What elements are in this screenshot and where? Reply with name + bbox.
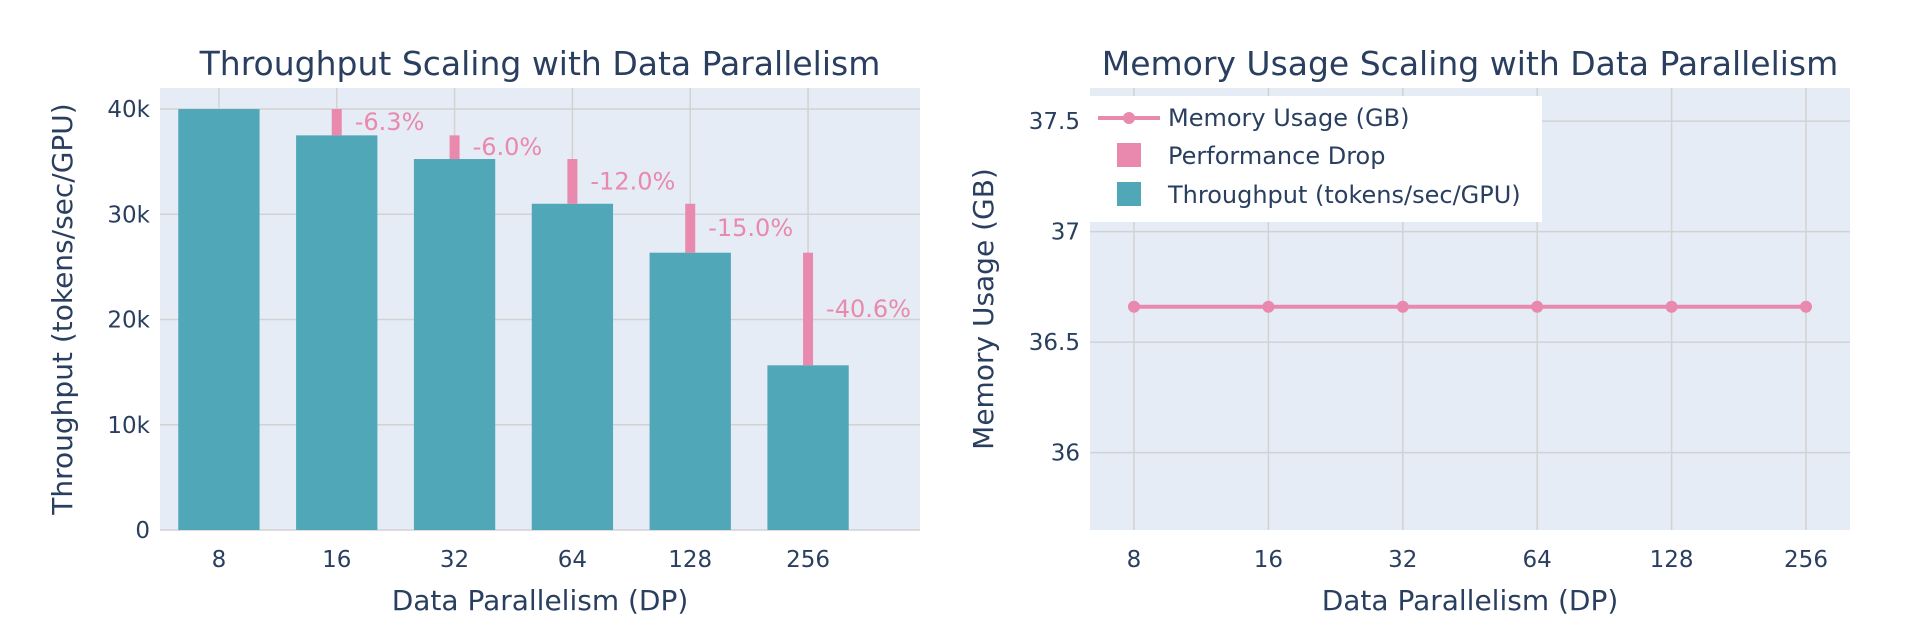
performance-drop-bars: -6.3% -6.0% -12.0% -15.0% -40.6% (331, 108, 911, 366)
throughput-bar (767, 365, 849, 530)
memory-usage-point (1531, 300, 1544, 313)
throughput-x-tick-label: 64 (558, 547, 587, 573)
throughput-bar (296, 135, 378, 530)
throughput-chart: -6.3% -6.0% -12.0% -15.0% -40.6% 8 16 32 64 128 2… (46, 44, 920, 617)
performance-drop-label: -6.3% (355, 108, 425, 136)
throughput-x-tick-label: 128 (668, 547, 712, 573)
memory-x-axis-title: Data Parallelism (DP) (1322, 584, 1619, 617)
performance-drop-bar (803, 252, 814, 366)
performance-drop-label: -12.0% (590, 167, 675, 195)
throughput-bars (178, 109, 849, 531)
throughput-y-tick-label: 30k (107, 202, 150, 228)
legend-entry-drop: Performance Drop (1168, 142, 1385, 170)
memory-y-tick-label: 36 (1051, 441, 1080, 467)
performance-drop-label: -40.6% (826, 295, 911, 323)
memory-x-tick-label: 64 (1523, 547, 1552, 573)
throughput-y-axis-title: Throughput (tokens/sec/GPU) (46, 103, 79, 515)
legend: Memory Usage (GB) Performance Drop Throu… (1090, 96, 1542, 222)
memory-y-tick-label: 37.5 (1029, 109, 1080, 135)
memory-chart-title: Memory Usage Scaling with Data Paralleli… (1102, 44, 1839, 83)
memory-y-tick-label: 36.5 (1029, 330, 1080, 356)
throughput-x-tick-label: 256 (786, 547, 830, 573)
throughput-bar (178, 109, 260, 531)
memory-x-tick-label: 128 (1650, 547, 1694, 573)
legend-drop-swatch-icon (1117, 143, 1141, 167)
throughput-y-tick-label: 20k (107, 308, 150, 334)
throughput-y-tick-label: 10k (107, 413, 150, 439)
throughput-bar (413, 159, 496, 531)
memory-usage-point (1262, 300, 1275, 313)
memory-y-axis-title: Memory Usage (GB) (967, 168, 1000, 450)
throughput-x-tick-label: 16 (322, 547, 351, 573)
memory-usage-point (1396, 300, 1409, 313)
performance-drop-bar (685, 203, 696, 253)
legend-throughput-swatch-icon (1117, 182, 1141, 206)
memory-y-tick-label: 37 (1051, 220, 1080, 246)
memory-usage-point (1128, 300, 1140, 313)
throughput-x-axis-title: Data Parallelism (DP) (392, 584, 689, 617)
throughput-x-tick-label: 32 (440, 547, 469, 573)
throughput-x-tick-label: 8 (212, 547, 227, 573)
memory-line (1128, 300, 1812, 313)
performance-drop-label: -6.0% (473, 133, 543, 161)
memory-x-tick-label: 256 (1784, 547, 1828, 573)
memory-usage-point (1665, 300, 1678, 313)
throughput-bar (531, 203, 614, 530)
performance-drop-bar (331, 109, 342, 136)
performance-drop-label: -15.0% (708, 214, 793, 242)
throughput-y-tick-label: 40k (107, 97, 150, 123)
throughput-y-tick-label: 0 (135, 518, 150, 544)
memory-usage-point (1800, 300, 1812, 313)
memory-x-tick-label: 16 (1254, 547, 1283, 573)
performance-drop-bar (449, 135, 460, 160)
legend-memory-marker-icon (1123, 112, 1135, 124)
legend-background (1090, 96, 1542, 222)
legend-entry-memory: Memory Usage (GB) (1168, 104, 1409, 132)
throughput-ticks: 8 16 32 64 128 256 0 10k 20k 30k 40k (107, 97, 830, 573)
throughput-bar (649, 252, 731, 530)
memory-ticks: 8 16 32 64 128 256 36 36.5 37 37.5 (1029, 109, 1828, 573)
memory-x-tick-label: 32 (1388, 547, 1417, 573)
throughput-chart-title: Throughput Scaling with Data Parallelism (199, 44, 881, 83)
memory-x-tick-label: 8 (1127, 547, 1142, 573)
legend-entry-throughput: Throughput (tokens/sec/GPU) (1167, 181, 1521, 209)
performance-drop-bar (567, 159, 578, 204)
